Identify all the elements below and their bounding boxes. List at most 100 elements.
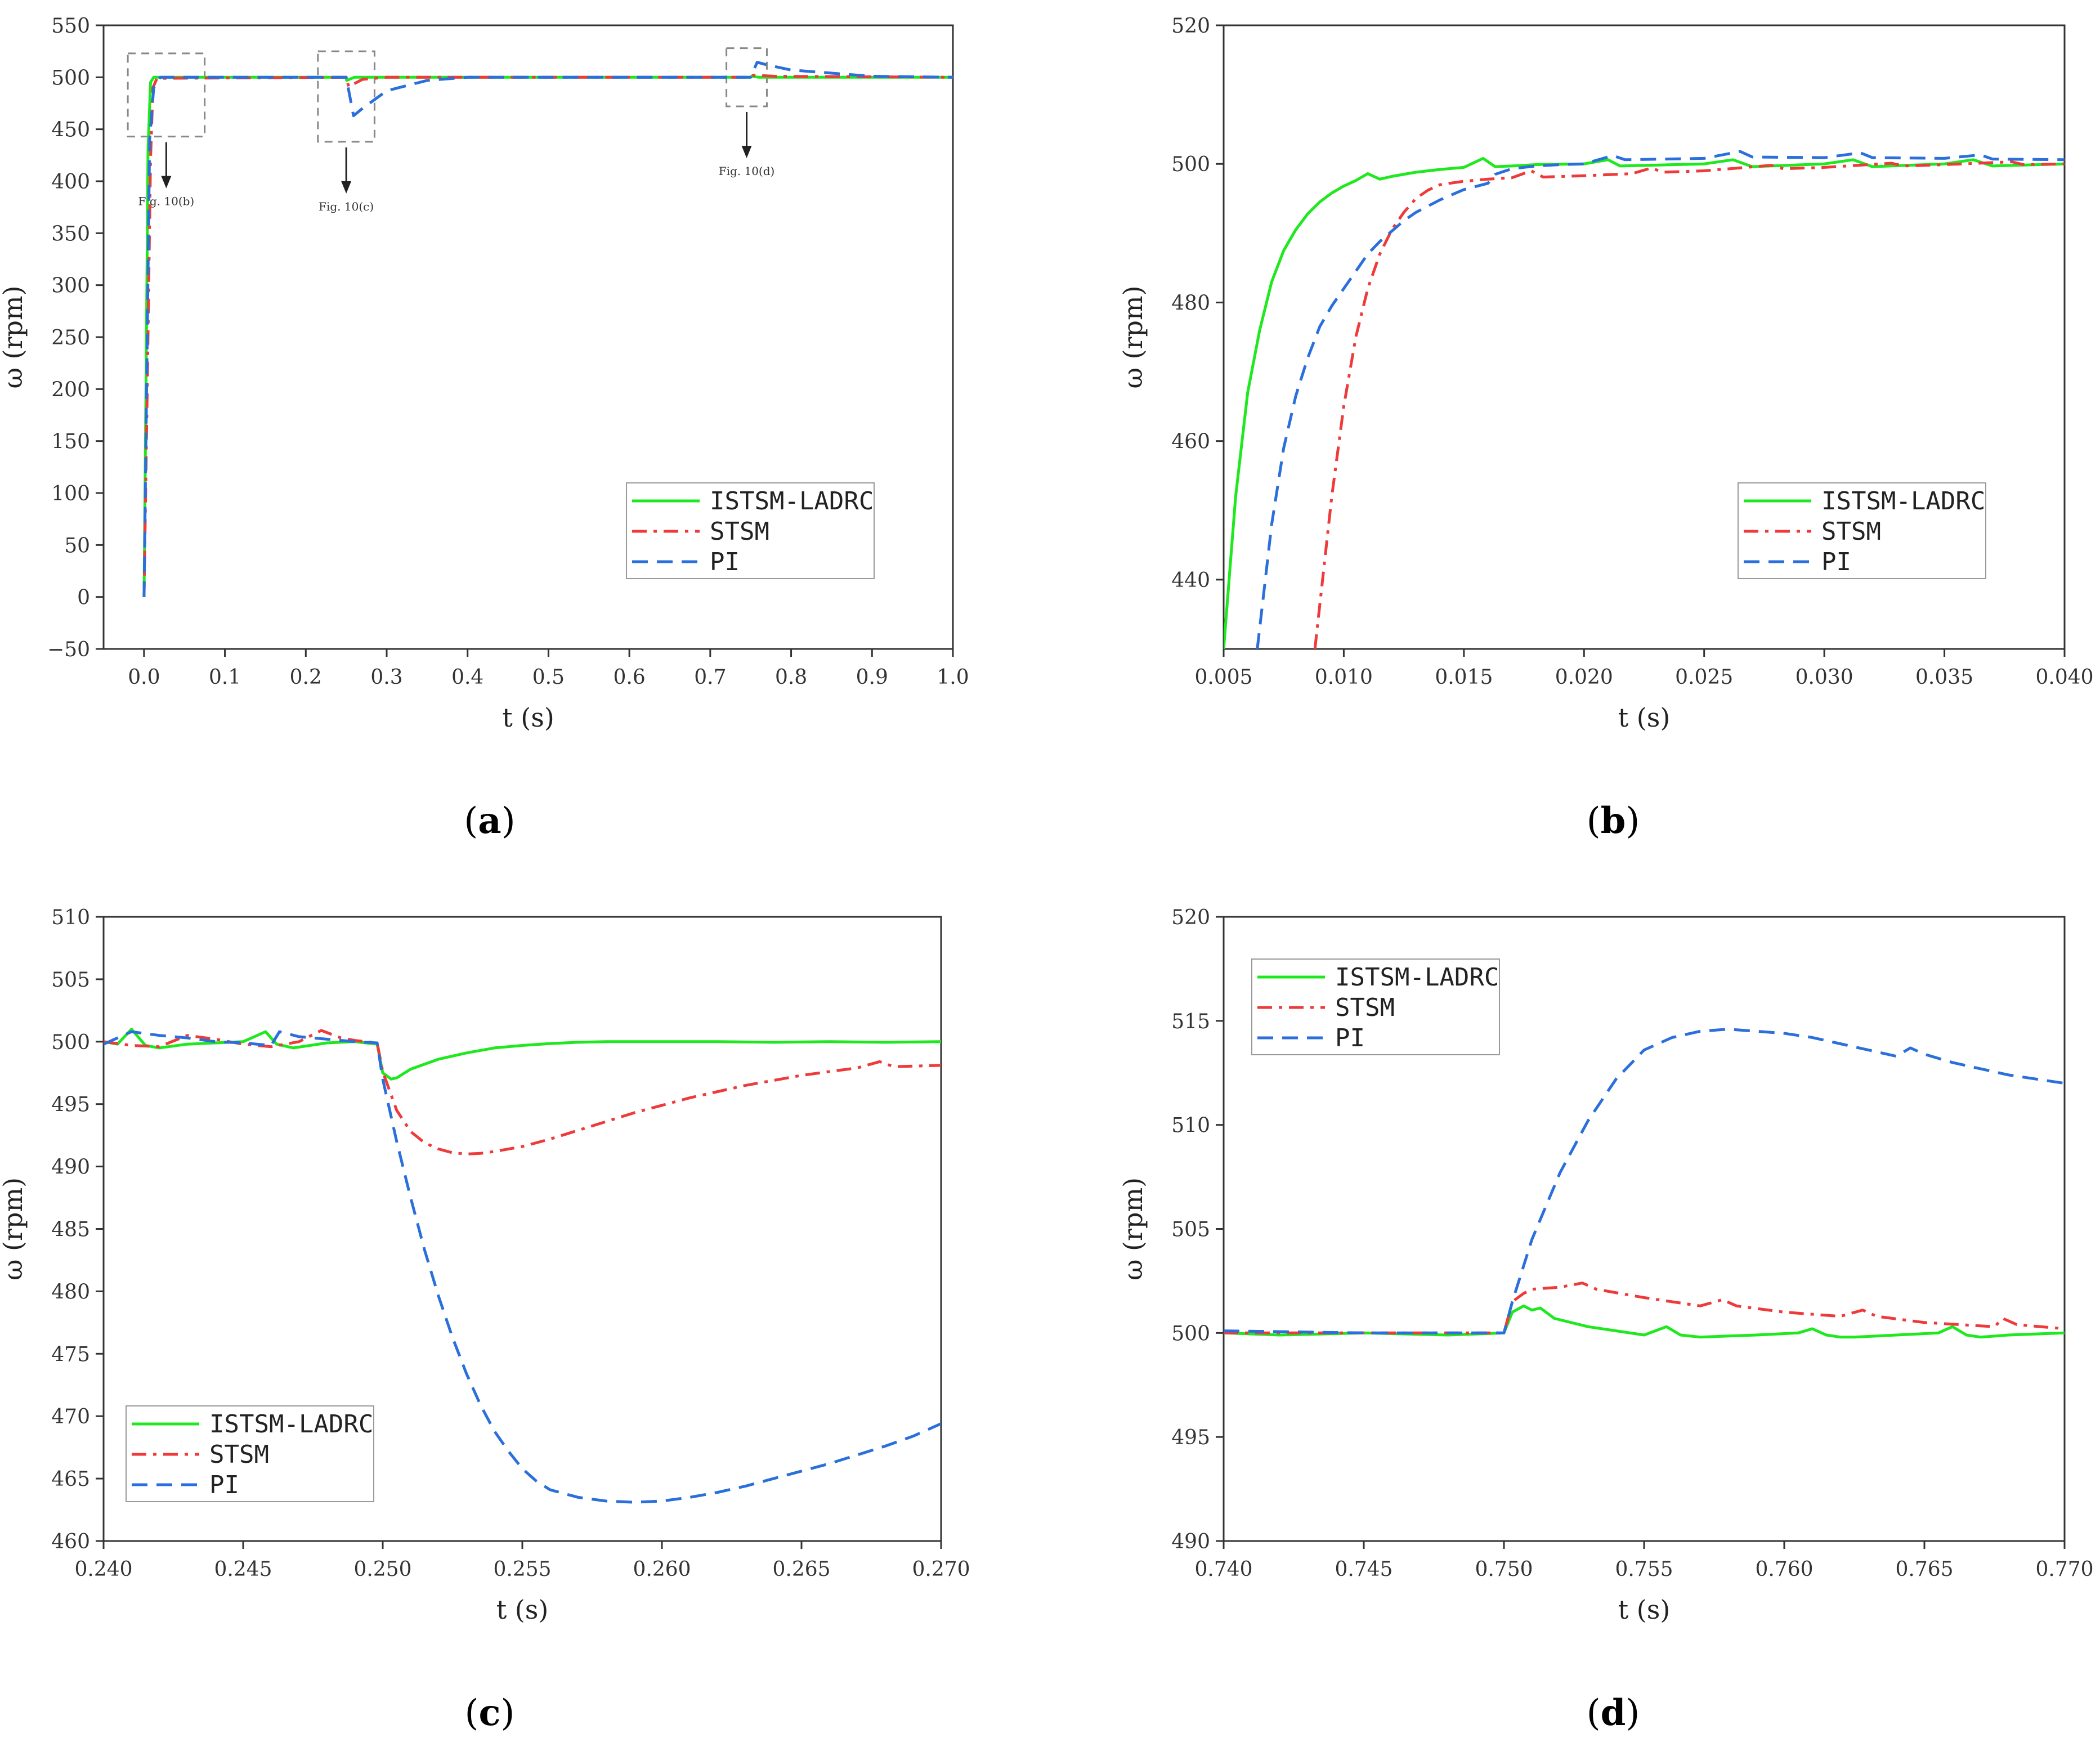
series-line-pi [1224,1028,2065,1334]
y-axis-title: ω (rpm) [0,1177,28,1280]
x-tick-label: 0.1 [209,666,241,689]
panel-caption: (c) [465,1692,515,1734]
series-line-istsm-ladrc [1224,156,2065,649]
series-line-stsm [142,74,953,597]
y-tick-label: 400 [51,171,90,194]
y-tick-label: 485 [51,1219,90,1242]
x-tick-label: 0.5 [532,666,565,689]
x-axis-title: t (s) [502,702,554,733]
x-tick-label: 0.250 [353,1558,411,1581]
y-tick-label: 150 [51,431,90,454]
arrow-head-icon [741,146,752,159]
y-tick-label: 470 [51,1405,90,1428]
x-tick-label: 0.030 [1795,666,1853,689]
x-tick-label: 0.265 [772,1558,830,1581]
y-tick-label: 500 [51,1031,90,1054]
x-axis-title: t (s) [496,1594,549,1625]
x-tick-label: 0.020 [1555,666,1613,689]
series-line-istsm-ladrc [142,75,953,597]
x-tick-label: 0.240 [74,1558,132,1581]
x-tick-label: 0.010 [1315,666,1373,689]
legend-entry: PI [209,1471,239,1499]
x-tick-label: 0.025 [1675,666,1733,689]
zoom-annotation-label: Fig. 10(c) [319,200,374,213]
arrow-head-icon [341,181,352,194]
arrow-head-icon [161,176,172,189]
series-line-istsm-ladrc [104,1028,941,1081]
legend-entry: STSM [1335,993,1395,1022]
legend-entry: STSM [209,1440,269,1469]
y-tick-label: 200 [51,378,90,401]
y-tick-label: 495 [1171,1426,1210,1449]
y-tick-label: 465 [51,1468,90,1491]
x-tick-label: 0.035 [1915,666,1973,689]
y-tick-label: 550 [51,15,90,38]
x-tick-label: 0.750 [1475,1558,1533,1581]
plot-frame [1223,24,2066,650]
legend-entry: ISTSM-LADRC [209,1410,373,1439]
series-line-stsm [1313,160,2065,649]
panel-caption: (d) [1587,1692,1640,1734]
y-tick-label: 520 [1171,15,1210,38]
y-tick-label: 490 [51,1156,90,1179]
y-tick-label: 515 [1171,1010,1210,1033]
y-tick-label: 350 [51,222,90,245]
x-axis-title: t (s) [1618,702,1671,733]
x-tick-label: 0.0 [128,666,160,689]
y-tick-label: 460 [1171,431,1210,454]
y-tick-label: 510 [51,906,90,929]
y-tick-label: 50 [64,534,90,557]
series-line-pi [104,1030,941,1504]
panel-a: 0.0 0.1 0.2 0.3 0.4 0.5 0.6 0.7 0.8 0.9 1.0 −50 0 50 1… [0,15,969,842]
legend-entry: PI [1821,548,1851,576]
x-tick-label: 0.765 [1895,1558,1953,1581]
y-tick-label: 480 [51,1280,90,1303]
y-tick-label: 490 [1171,1530,1210,1553]
y-tick-label: 505 [51,969,90,992]
legend-entry: ISTSM-LADRC [1821,487,1985,516]
panel-caption: (a) [464,800,515,842]
y-tick-label: −50 [47,638,90,661]
y-tick-label: 510 [1171,1114,1210,1137]
x-tick-label: 0.2 [290,666,322,689]
y-tick-label: 520 [1171,906,1210,929]
y-axis-title: ω (rpm) [1118,1177,1148,1280]
y-tick-label: 480 [1171,292,1210,315]
y-tick-label: 460 [51,1530,90,1553]
y-tick-label: 0 [77,586,90,610]
x-tick-label: 0.3 [370,666,402,689]
x-tick-label: 0.6 [614,666,646,689]
zoom-annotation-label: Fig. 10(d) [719,164,775,178]
zoom-box [127,52,206,138]
y-tick-label: 450 [51,119,90,142]
x-tick-label: 0.7 [694,666,726,689]
x-axis-title: t (s) [1618,1594,1671,1625]
x-tick-label: 0.740 [1194,1558,1252,1581]
x-tick-label: 0.4 [451,666,483,689]
x-tick-label: 0.260 [633,1558,691,1581]
x-tick-label: 0.245 [214,1558,272,1581]
panel-c: 0.240 0.245 0.250 0.255 0.260 0.265 0.270 460 46… [0,906,970,1734]
series-line-stsm [1224,1282,2065,1334]
x-tick-label: 0.255 [493,1558,551,1581]
y-tick-label: 500 [1171,1322,1210,1345]
x-tick-label: 0.770 [2035,1558,2093,1581]
panel-caption: (b) [1587,800,1640,842]
x-tick-label: 0.9 [856,666,888,689]
legend-entry: ISTSM-LADRC [1335,963,1499,992]
y-axis-title: ω (rpm) [1118,285,1148,388]
legend-entry: PI [1335,1024,1365,1052]
y-tick-label: 505 [1171,1219,1210,1242]
legend-entry: STSM [710,517,769,546]
panel-b: 0.005 0.010 0.015 0.020 0.025 0.030 0.035 0.040… [1118,15,2094,842]
panel-d: 0.740 0.745 0.750 0.755 0.760 0.765 0.770 490 49… [1118,906,2094,1734]
x-tick-label: 1.0 [937,666,969,689]
x-tick-label: 0.015 [1435,666,1493,689]
x-tick-label: 0.745 [1335,1558,1392,1581]
y-tick-label: 300 [51,275,90,298]
